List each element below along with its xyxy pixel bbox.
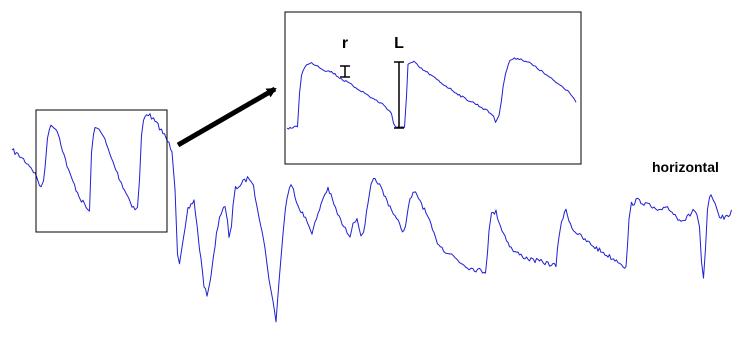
l-measurement-marker (394, 61, 404, 129)
r-label: r (342, 35, 348, 52)
horizontal-label: horizontal (652, 159, 719, 175)
inset-signal-trace (286, 57, 577, 130)
selection-box (35, 109, 168, 233)
l-label: L (394, 35, 404, 52)
inset-panel (284, 11, 582, 165)
zoom-arrow-icon (176, 86, 277, 148)
main-signal-trace (11, 113, 732, 323)
r-measurement-marker (340, 65, 350, 78)
